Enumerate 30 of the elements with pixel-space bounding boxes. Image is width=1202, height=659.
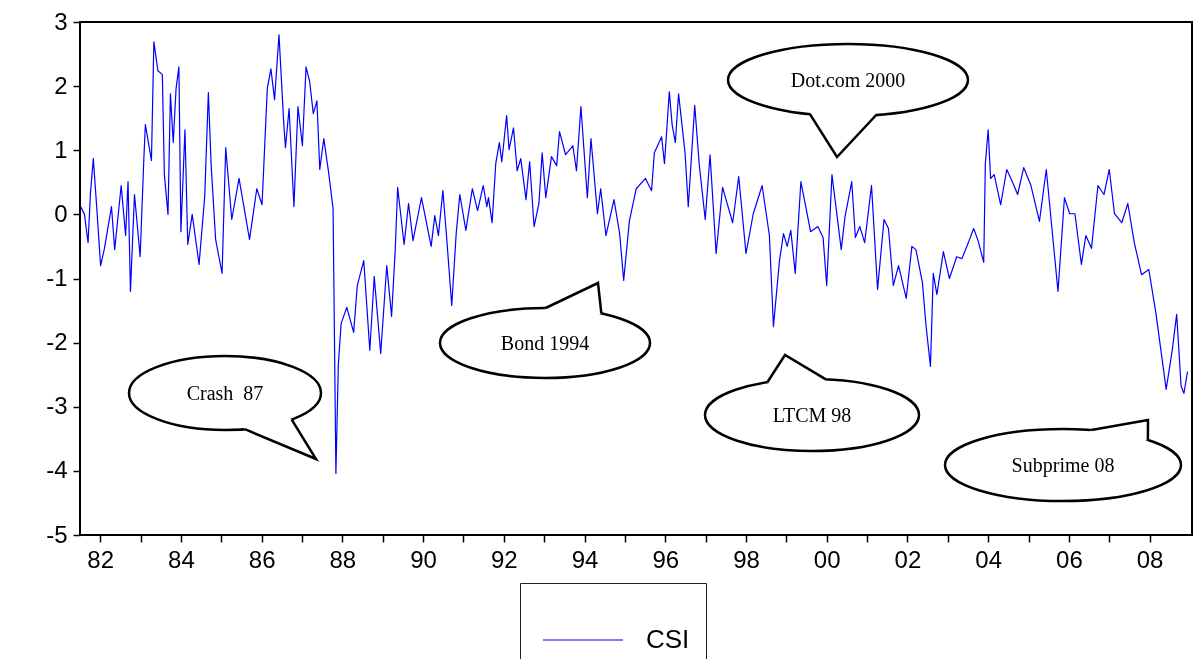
- y-tick-label: -3: [46, 392, 68, 420]
- x-tick-label: 98: [733, 545, 760, 573]
- x-tick-label: 82: [87, 545, 115, 573]
- annotation: Crash 87: [186, 382, 264, 404]
- annotation: Bond 1994: [500, 332, 590, 354]
- y-tick-label: -5: [46, 520, 68, 548]
- line-series: [80, 34, 1189, 475]
- y-tick-label: -4: [46, 456, 68, 484]
- y-tick-label: -2: [46, 328, 68, 356]
- x-tick-label: 08: [1136, 545, 1164, 573]
- x-tick-label: 96: [652, 545, 680, 573]
- x-tick-label: 04: [975, 545, 1003, 573]
- x-tick-label: 02: [894, 545, 922, 573]
- annotation: Subprime 08: [1011, 454, 1115, 477]
- x-tick-label: 84: [168, 545, 195, 573]
- x-tick-label: 92: [490, 545, 518, 573]
- x-tick-label: 88: [329, 545, 357, 573]
- legend-label: CSI: [646, 624, 690, 654]
- y-tick-label: 0: [54, 199, 68, 227]
- x-tick-label: 86: [248, 545, 276, 573]
- x-tick-label: 90: [410, 545, 437, 573]
- y-tick-label: 2: [54, 71, 68, 99]
- y-tick-label: 3: [54, 7, 68, 35]
- x-tick-label: 94: [571, 545, 599, 573]
- y-tick-label: 1: [54, 135, 68, 163]
- x-tick-label: 06: [1056, 545, 1083, 573]
- annotation: LTCM 98: [772, 404, 852, 426]
- annotation: Dot.com 2000: [790, 69, 906, 91]
- x-tick-label: 00: [813, 545, 841, 573]
- y-tick-label: -1: [46, 264, 68, 291]
